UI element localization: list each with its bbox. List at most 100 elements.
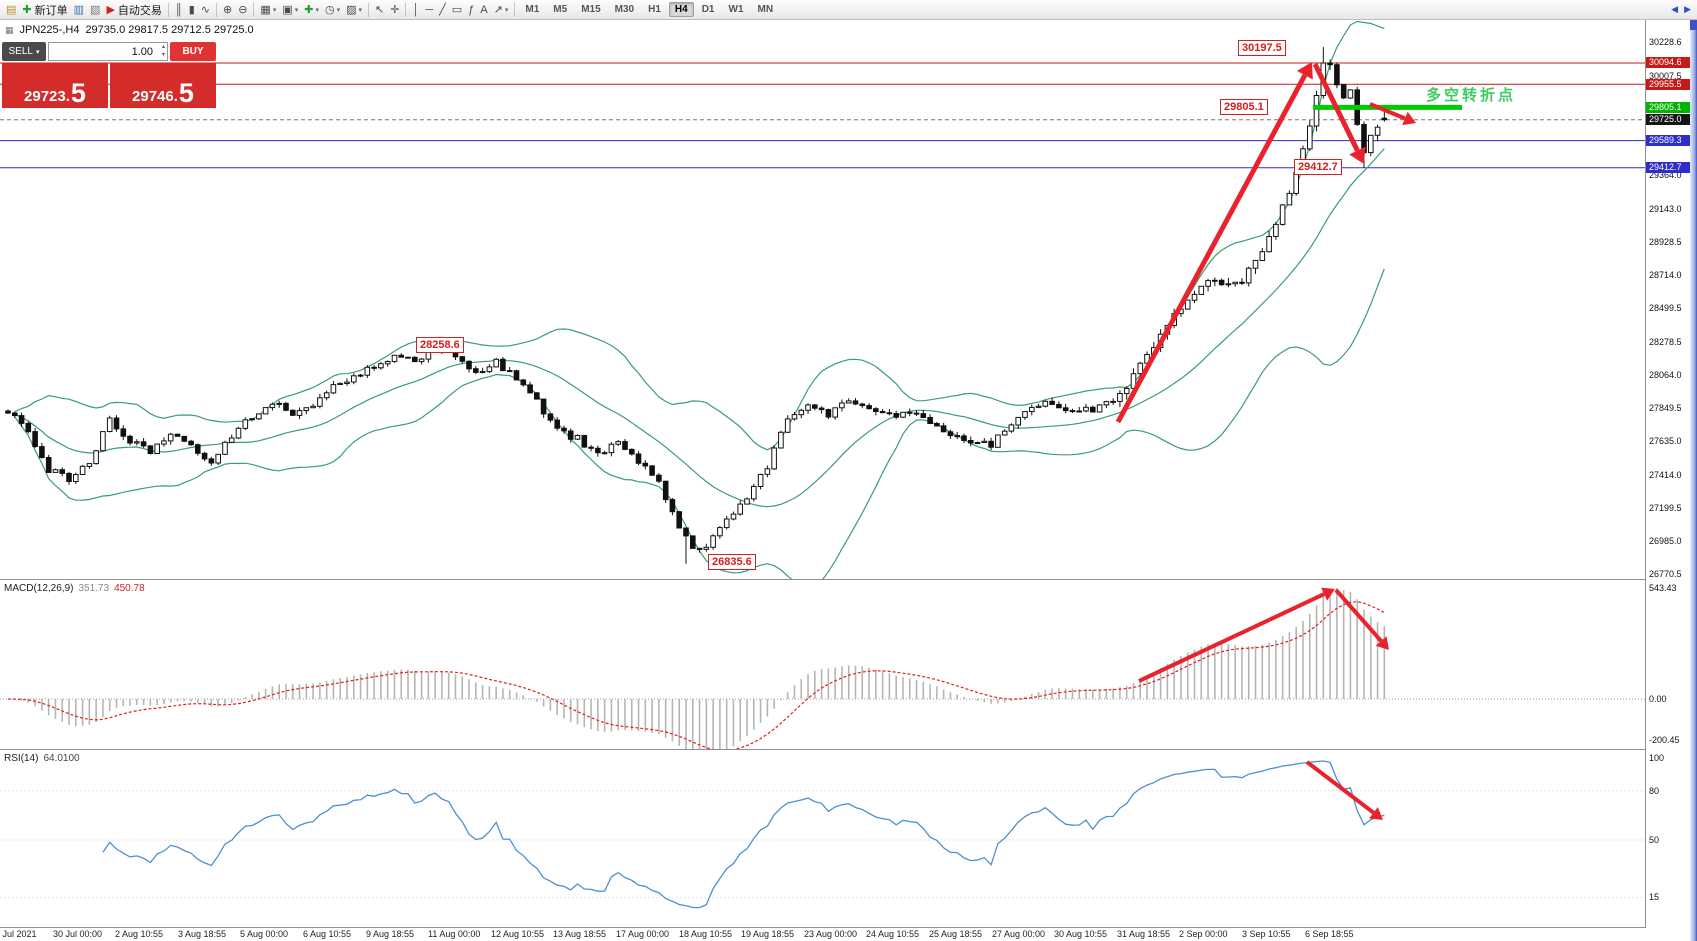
- candle-body: [52, 469, 59, 473]
- market-watch-button[interactable]: ▥: [71, 2, 87, 18]
- candle-body: [1218, 279, 1225, 286]
- macd-scale[interactable]: 543.43 0.00 -200.45: [1646, 580, 1690, 750]
- candle-body: [1191, 293, 1198, 301]
- horizontal-line-tool-button[interactable]: ─: [422, 2, 436, 18]
- auto-arrange-button[interactable]: ▣ ▾: [279, 2, 301, 18]
- rsi-svg[interactable]: [0, 750, 1645, 928]
- add-indicator-button[interactable]: ✚ ▾: [301, 2, 322, 18]
- trend-arrow[interactable]: [1115, 74, 1308, 424]
- price-chart-pane[interactable]: 多空转折点 30197.5 29805.1 29412.7 28258.6 26835.…: [0, 20, 1645, 580]
- pane-separator[interactable]: [0, 749, 1697, 750]
- arrows-tool-dropdown-icon[interactable]: ▾: [504, 6, 509, 14]
- candle-body: [642, 462, 649, 467]
- turning-point-label[interactable]: 多空转折点: [1426, 87, 1517, 104]
- trend-arrow[interactable]: [1369, 102, 1406, 121]
- sell-price-button[interactable]: 29723. 5: [2, 63, 108, 108]
- candle-body: [323, 392, 330, 399]
- period-selector-button[interactable]: ◷ ▾: [322, 2, 343, 18]
- timeframe-h1[interactable]: H1: [648, 4, 661, 15]
- timeframe-m15[interactable]: M15: [581, 4, 601, 15]
- trend-arrow[interactable]: [1312, 62, 1360, 152]
- price-chart-svg[interactable]: [0, 20, 1645, 580]
- timeframe-w1[interactable]: W1: [728, 4, 744, 15]
- price-annotation[interactable]: 29412.7: [1294, 159, 1342, 175]
- tile-windows-button[interactable]: ▦ ▾: [257, 2, 279, 18]
- add-indicator-dropdown-icon[interactable]: ▾: [315, 6, 319, 14]
- text-tool-button[interactable]: A: [477, 2, 490, 18]
- candle-body: [947, 431, 954, 437]
- auto-arrange-dropdown-icon[interactable]: ▾: [294, 6, 299, 14]
- arrows-tool-button[interactable]: ↗ ▾: [491, 2, 512, 18]
- time-axis[interactable]: 30 Jul 2021 30 Jul 00:00 2 Aug 10:55 3 Aug …: [0, 928, 1645, 941]
- scroll-chart-left-button[interactable]: ◀: [1671, 4, 1679, 14]
- pane-separator[interactable]: [0, 579, 1697, 580]
- period-selector-dropdown-icon[interactable]: ▾: [336, 6, 341, 14]
- auto-trading-button[interactable]: ▶ 自动交易: [103, 2, 164, 18]
- candle-body: [974, 442, 981, 444]
- trend-arrow[interactable]: [1305, 760, 1375, 815]
- buy-price-button[interactable]: 29746. 5: [110, 63, 216, 108]
- scrollbar-arrow-icon[interactable]: [1690, 20, 1697, 30]
- template-selector-dropdown-icon[interactable]: ▾: [358, 6, 363, 14]
- candle-body: [1340, 84, 1347, 99]
- candle-body: [920, 413, 927, 419]
- macd-name: MACD(12,26,9): [4, 583, 74, 594]
- zoom-out-button[interactable]: ⊖: [235, 2, 250, 18]
- scroll-chart-right-button[interactable]: ▶: [1684, 4, 1691, 14]
- timeframe-h4[interactable]: H4: [668, 2, 694, 17]
- new-chart-button[interactable]: ▤: [3, 2, 19, 18]
- price-annotation[interactable]: 29805.1: [1220, 99, 1268, 115]
- price-scale[interactable]: 30228.6 30007.5 29364.0 29143.0 28928.5 28714…: [1646, 20, 1690, 580]
- candle-body: [1056, 403, 1062, 409]
- macd-pane[interactable]: MACD(12,26,9) 351.73 450.78: [0, 580, 1645, 750]
- price-annotation[interactable]: 26835.6: [708, 554, 756, 570]
- volume-spinner[interactable]: ▴ ▾: [161, 44, 165, 58]
- candle-body: [1117, 393, 1123, 402]
- bar-chart-button[interactable]: ║: [172, 2, 186, 18]
- candle-body: [106, 417, 113, 432]
- time-label: 19 Aug 18:55: [741, 929, 795, 939]
- timeframe-m5[interactable]: M5: [553, 4, 568, 15]
- price-annotation[interactable]: 30197.5: [1238, 40, 1286, 56]
- new-order-button[interactable]: ✚ 新订单: [19, 2, 70, 18]
- candlestick-chart-button[interactable]: ▮: [186, 2, 198, 18]
- chart-window-icon: ▦: [5, 24, 14, 35]
- zoom-in-button[interactable]: ⊕: [220, 2, 235, 18]
- timeframe-m1[interactable]: M1: [525, 4, 540, 15]
- line-chart-button[interactable]: ∿: [198, 2, 213, 18]
- rsi-pane[interactable]: RSI(14) 64.0100: [0, 750, 1645, 928]
- channel-tool-button[interactable]: ▭: [449, 2, 465, 18]
- candle-body: [798, 409, 805, 416]
- fibonacci-tool-button[interactable]: ƒ: [465, 2, 477, 18]
- trend-arrow[interactable]: [1334, 588, 1383, 643]
- vertical-scrollbar[interactable]: [1690, 20, 1697, 941]
- candle-body: [1198, 285, 1205, 295]
- macd-svg[interactable]: [0, 580, 1645, 750]
- sell-button[interactable]: SELL ▾: [2, 42, 46, 61]
- candle-body: [832, 407, 839, 418]
- vertical-line-tool-button[interactable]: │: [409, 2, 422, 18]
- timeframe-mn[interactable]: MN: [757, 4, 774, 15]
- candle-body: [283, 402, 289, 411]
- candle-body: [1022, 411, 1028, 418]
- rsi-line: [102, 760, 1385, 909]
- volume-input[interactable]: 1.00 ▴ ▾: [48, 42, 168, 61]
- template-selector-button[interactable]: ▨ ▾: [343, 2, 365, 18]
- trend-arrow[interactable]: [1138, 592, 1325, 683]
- candle-body: [540, 398, 547, 415]
- time-label: 6 Aug 10:55: [303, 929, 352, 939]
- data-window-button[interactable]: ▧: [87, 2, 103, 18]
- price-annotation[interactable]: 28258.6: [416, 337, 464, 353]
- timeframe-m30[interactable]: M30: [614, 4, 635, 15]
- tile-windows-dropdown-icon[interactable]: ▾: [272, 6, 277, 14]
- trendline-tool-button[interactable]: ╱: [436, 2, 449, 18]
- candle-body: [1347, 89, 1354, 99]
- candle-body: [486, 366, 493, 373]
- crosshair-tool-button[interactable]: ✛: [387, 2, 402, 18]
- candle-body: [5, 410, 11, 414]
- cursor-tool-button[interactable]: ↖: [372, 2, 387, 18]
- buy-button[interactable]: BUY: [170, 42, 216, 61]
- rsi-scale[interactable]: 100 80 50 15: [1646, 750, 1690, 928]
- timeframe-d1[interactable]: D1: [701, 4, 715, 15]
- candle-body: [995, 434, 1001, 448]
